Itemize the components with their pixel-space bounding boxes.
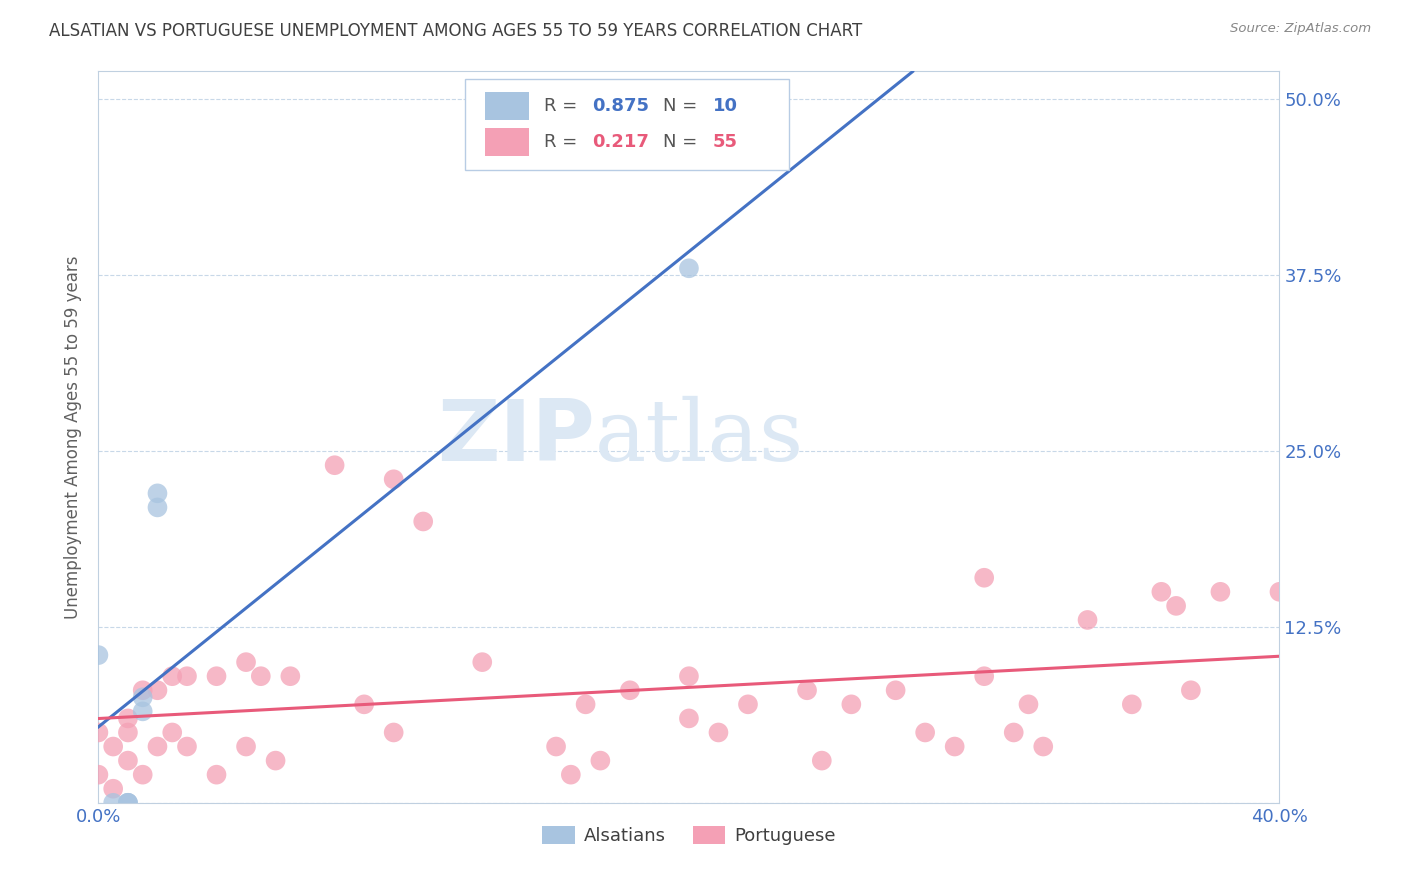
Point [1268, 584, 1291, 599]
Text: ZIP: ZIP [437, 395, 595, 479]
Point [250, 669, 273, 683]
Point [117, 725, 139, 739]
Point [117, 796, 139, 810]
Point [176, 739, 198, 754]
Point [117, 796, 139, 810]
Point [382, 472, 405, 486]
Point [412, 515, 434, 529]
Point [87, 648, 110, 662]
Point [117, 796, 139, 810]
Point [841, 698, 863, 712]
Point [235, 655, 257, 669]
Point [1180, 683, 1202, 698]
Point [117, 711, 139, 725]
Y-axis label: Unemployment Among Ages 55 to 59 years: Unemployment Among Ages 55 to 59 years [65, 255, 83, 619]
Point [132, 767, 155, 781]
Point [103, 796, 125, 810]
Point [103, 739, 125, 754]
Point [1150, 584, 1173, 599]
Point [914, 725, 936, 739]
Point [117, 754, 139, 768]
Point [678, 669, 700, 683]
Point [810, 754, 832, 768]
Point [87, 767, 110, 781]
Point [162, 669, 183, 683]
Point [103, 781, 125, 796]
Point [973, 571, 995, 585]
Point [146, 500, 169, 515]
Point [264, 754, 287, 768]
FancyBboxPatch shape [464, 78, 789, 170]
Point [176, 669, 198, 683]
Point [973, 669, 995, 683]
Text: R =: R = [544, 133, 582, 152]
Point [471, 655, 494, 669]
Point [1077, 613, 1099, 627]
Point [132, 683, 155, 698]
Point [382, 725, 405, 739]
Point [205, 669, 228, 683]
Point [678, 261, 700, 276]
Point [1209, 584, 1232, 599]
Point [796, 683, 818, 698]
Point [1018, 698, 1040, 712]
Text: 55: 55 [713, 133, 738, 152]
Point [162, 725, 183, 739]
Point [87, 725, 110, 739]
Point [132, 705, 155, 719]
Point [707, 725, 730, 739]
Text: N =: N = [664, 96, 703, 115]
Point [575, 698, 598, 712]
Text: atlas: atlas [595, 395, 804, 479]
Point [1121, 698, 1143, 712]
Point [619, 683, 641, 698]
Point [546, 739, 568, 754]
Point [943, 739, 966, 754]
Point [280, 669, 302, 683]
Text: 10: 10 [713, 96, 738, 115]
Point [205, 767, 228, 781]
Point [1166, 599, 1188, 613]
Text: ALSATIAN VS PORTUGUESE UNEMPLOYMENT AMONG AGES 55 TO 59 YEARS CORRELATION CHART: ALSATIAN VS PORTUGUESE UNEMPLOYMENT AMON… [49, 22, 862, 40]
FancyBboxPatch shape [485, 92, 530, 120]
Text: 0.217: 0.217 [592, 133, 650, 152]
Point [560, 767, 582, 781]
Text: 0.875: 0.875 [592, 96, 650, 115]
FancyBboxPatch shape [485, 128, 530, 156]
Point [1032, 739, 1054, 754]
Point [737, 698, 759, 712]
Point [589, 754, 612, 768]
Point [323, 458, 346, 473]
Point [146, 486, 169, 500]
Point [353, 698, 375, 712]
Text: R =: R = [544, 96, 582, 115]
Point [146, 739, 169, 754]
Point [235, 739, 257, 754]
Legend: Alsatians, Portuguese: Alsatians, Portuguese [543, 826, 835, 845]
Point [678, 711, 700, 725]
Point [132, 690, 155, 705]
Point [1002, 725, 1025, 739]
Point [884, 683, 907, 698]
Text: N =: N = [664, 133, 703, 152]
Text: Source: ZipAtlas.com: Source: ZipAtlas.com [1230, 22, 1371, 36]
Point [146, 683, 169, 698]
